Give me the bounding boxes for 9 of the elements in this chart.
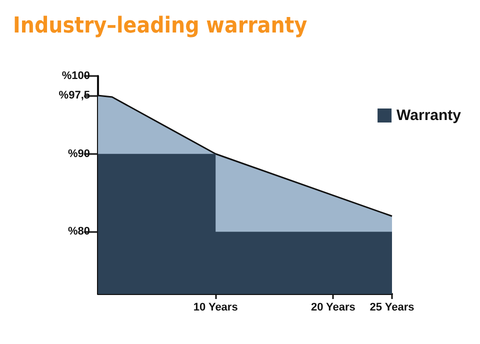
x-tick-label: 25 Years — [370, 302, 414, 314]
x-tick-label: 20 Years — [310, 302, 356, 314]
y-tick-label: %97,5 — [58, 89, 90, 102]
y-tick-label: %80 — [68, 226, 90, 238]
y-tick-label: %100 — [62, 70, 90, 82]
y-tick-label: %90 — [68, 148, 90, 160]
x-tick-label: 10 Years — [193, 302, 238, 314]
chart-title: Industry–leading warranty — [13, 14, 308, 38]
legend-label: Warranty — [396, 107, 462, 124]
